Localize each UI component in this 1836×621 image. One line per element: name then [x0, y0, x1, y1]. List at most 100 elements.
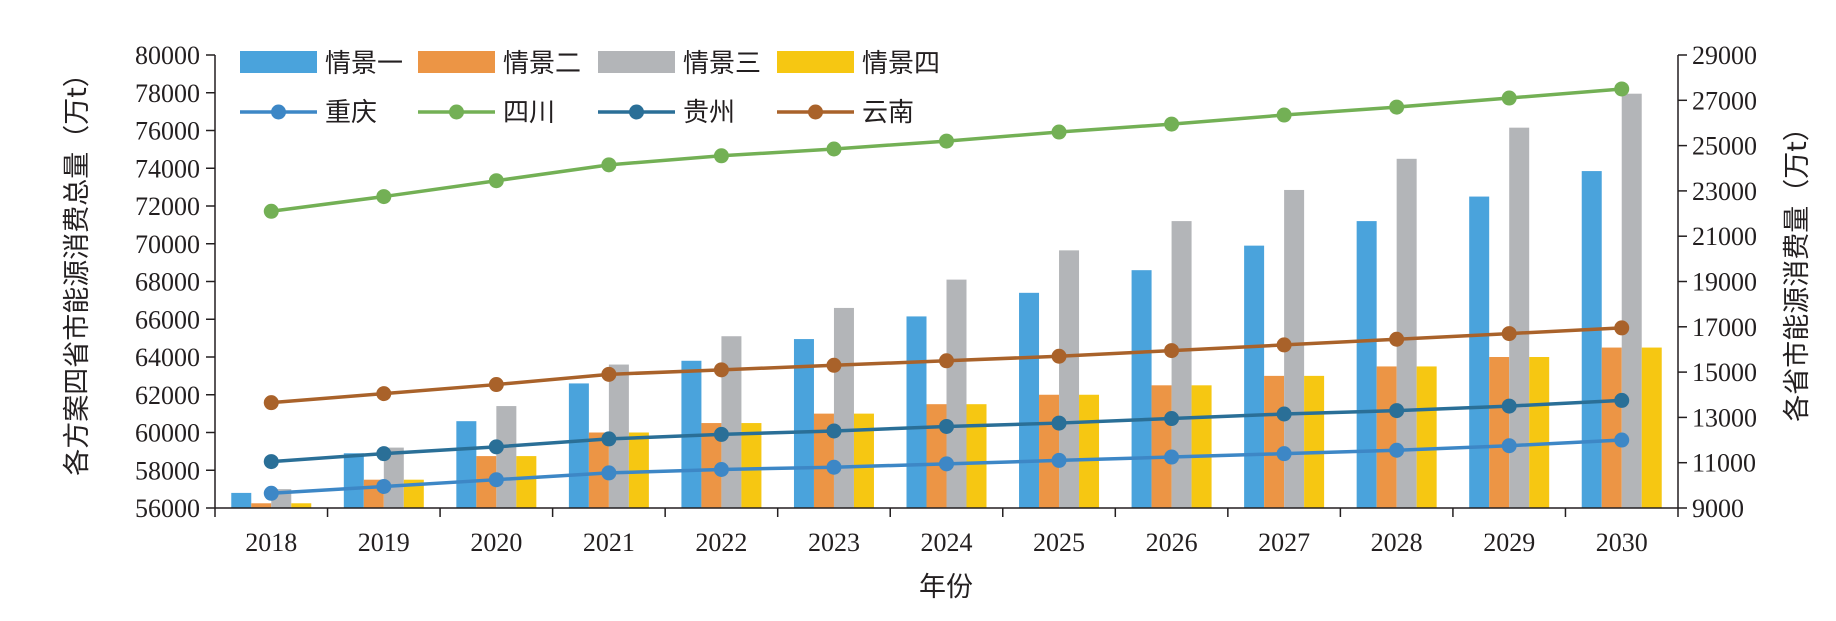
- bar-情景三-2023: [833, 307, 854, 508]
- legend-swatch-情景四: [777, 51, 854, 73]
- point-贵州-2022: [713, 426, 729, 442]
- y-left-tick-label: 74000: [135, 154, 200, 183]
- y-right-tick-label: 21000: [1692, 222, 1757, 251]
- point-四川-2021: [601, 157, 617, 173]
- x-tick-label: 2027: [1258, 528, 1310, 557]
- bar-情景一-2018: [231, 492, 252, 508]
- legend-swatch-情景一: [240, 51, 317, 73]
- legend-marker-贵州: [629, 104, 644, 120]
- bar-情景一-2021: [568, 383, 589, 508]
- y-right-tick-label: 29000: [1692, 41, 1757, 70]
- point-四川-2018: [263, 203, 279, 219]
- point-贵州-2026: [1164, 411, 1180, 427]
- point-云南-2019: [376, 386, 392, 402]
- point-贵州-2020: [488, 439, 504, 455]
- y-right-tick-label: 13000: [1692, 403, 1757, 432]
- bar-情景四-2022: [741, 423, 762, 508]
- legend-label-情景二: 情景二: [503, 49, 581, 79]
- point-四川-2030: [1614, 81, 1630, 97]
- point-四川-2019: [376, 189, 392, 205]
- bar-情景一-2030: [1581, 171, 1602, 509]
- point-重庆-2028: [1389, 442, 1405, 458]
- bar-情景三-2019: [383, 447, 404, 508]
- point-重庆-2029: [1501, 438, 1517, 454]
- x-tick-label: 2023: [808, 528, 860, 557]
- bar-情景二-2025: [1039, 394, 1060, 508]
- x-tick-label: 2026: [1146, 528, 1198, 557]
- bar-情景四-2024: [966, 404, 987, 508]
- legend-marker-四川: [449, 104, 464, 120]
- point-四川-2024: [939, 133, 954, 149]
- bar-情景四-2020: [516, 456, 537, 508]
- y-left-tick-label: 68000: [135, 268, 200, 297]
- point-贵州-2029: [1501, 398, 1517, 414]
- bar-情景四-2018: [291, 503, 312, 508]
- bar-情景一-2028: [1356, 221, 1377, 508]
- bar-series-group: [231, 93, 1662, 509]
- point-四川-2027: [1276, 107, 1292, 123]
- y-right-tick-label: 17000: [1692, 313, 1757, 342]
- point-贵州-2027: [1276, 406, 1292, 422]
- bar-情景二-2027: [1264, 375, 1285, 508]
- y-right-tick-label: 25000: [1692, 132, 1757, 161]
- point-重庆-2020: [488, 472, 504, 488]
- point-贵州-2019: [376, 446, 392, 462]
- legend-swatch-情景三: [598, 51, 675, 73]
- y-right-tick-label: 23000: [1692, 177, 1757, 206]
- y-left-tick-label: 72000: [135, 192, 200, 221]
- point-云南-2025: [1051, 348, 1067, 364]
- y-right-tick-label: 19000: [1692, 268, 1757, 297]
- point-重庆-2024: [939, 456, 954, 472]
- y-left-tick-label: 62000: [135, 381, 200, 410]
- point-云南-2026: [1164, 343, 1180, 359]
- point-云南-2027: [1276, 337, 1292, 353]
- x-tick-label: 2028: [1371, 528, 1423, 557]
- bar-情景一-2029: [1469, 196, 1490, 508]
- y-left-tick-label: 56000: [135, 494, 200, 523]
- point-贵州-2028: [1389, 403, 1405, 419]
- bar-情景一-2027: [1244, 245, 1265, 508]
- bar-情景三-2025: [1059, 250, 1080, 508]
- point-重庆-2023: [826, 459, 842, 475]
- y-left-tick-label: 64000: [135, 343, 200, 372]
- point-重庆-2030: [1614, 432, 1630, 448]
- point-贵州-2024: [939, 418, 954, 434]
- bar-情景一-2024: [906, 316, 927, 508]
- legend-swatch-情景二: [418, 51, 495, 73]
- y-left-tick-label: 76000: [135, 117, 200, 146]
- point-重庆-2018: [263, 485, 279, 501]
- point-重庆-2027: [1276, 446, 1292, 462]
- x-axis-title: 年份: [919, 572, 973, 603]
- point-云南-2030: [1614, 320, 1630, 336]
- point-重庆-2026: [1164, 449, 1180, 465]
- bar-情景三-2020: [496, 406, 517, 508]
- y-axis-title-right: 各省市能源消费量（万t）: [1782, 114, 1813, 422]
- x-tick-label: 2021: [583, 528, 635, 557]
- x-tick-label: 2024: [921, 528, 973, 557]
- bar-情景二-2028: [1376, 366, 1397, 508]
- y-left-tick-label: 66000: [135, 305, 200, 334]
- bar-情景一-2025: [1019, 292, 1040, 508]
- bar-情景四-2025: [1079, 394, 1100, 508]
- bar-情景三-2024: [946, 279, 967, 508]
- point-贵州-2025: [1051, 415, 1067, 431]
- bar-情景四-2026: [1191, 385, 1212, 508]
- y-right-tick-label: 9000: [1692, 494, 1744, 523]
- bar-情景四-2027: [1304, 375, 1325, 508]
- point-云南-2024: [939, 353, 954, 369]
- y-right-tick-label: 27000: [1692, 86, 1757, 115]
- legend-label-情景四: 情景四: [862, 49, 940, 79]
- bar-情景二-2022: [701, 423, 722, 508]
- bar-情景二-2020: [476, 456, 497, 508]
- point-云南-2022: [713, 362, 729, 378]
- legend-label-云南: 云南: [862, 98, 914, 128]
- point-重庆-2019: [376, 478, 392, 494]
- point-重庆-2021: [601, 465, 617, 481]
- bar-情景三-2028: [1396, 158, 1417, 508]
- axes-group: 56000 58000 60000 62000 64000 66000 68000 70000…: [135, 41, 1757, 557]
- line-series-group: [263, 81, 1630, 501]
- x-tick-label: 2020: [470, 528, 522, 557]
- y-right-tick-label: 11000: [1692, 449, 1756, 478]
- point-云南-2021: [601, 366, 617, 382]
